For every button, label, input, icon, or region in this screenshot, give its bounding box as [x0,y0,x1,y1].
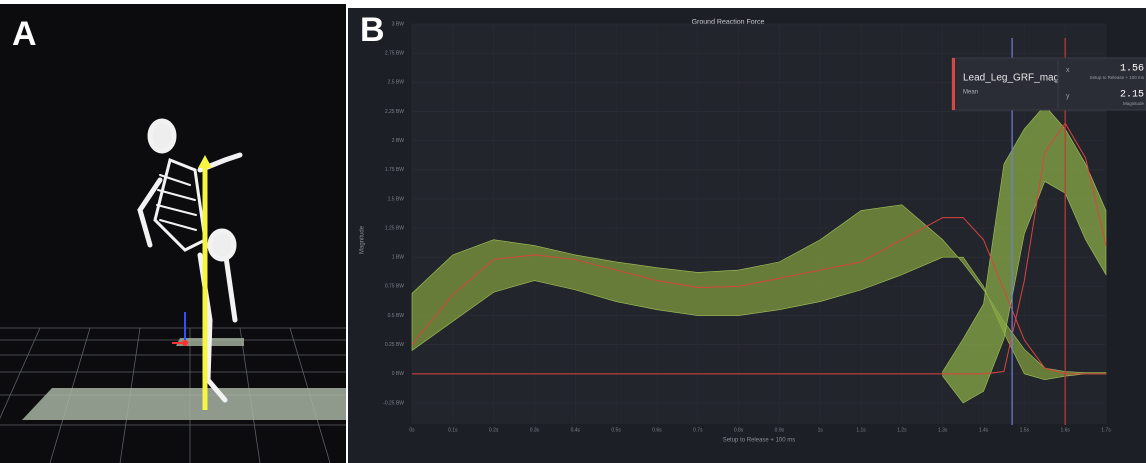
chart-title: Ground Reaction Force [692,19,765,26]
x-tick-label: 0.8s [734,427,744,433]
x-axis-label: Setup to Release + 100 ms [723,438,796,444]
panel-label: A [12,15,37,53]
y-tick-label: 2.25 BW [385,109,404,115]
x-tick-label: 0.1s [448,427,458,433]
y-tick-label: 0.75 BW [385,284,404,290]
y-tick-label: 3 BW [392,21,405,27]
panel-label: B [360,11,385,49]
panel-a-bg [0,4,346,463]
y-tick-label: 2.5 BW [388,80,405,86]
x-tick-label: 1.7s [1101,427,1111,433]
x-tick-label: 0.9s [775,427,785,433]
y-tick-label: 0.5 BW [388,313,405,319]
x-tick-label: 1.2s [897,427,907,433]
tooltip-x-name: x [1066,67,1070,74]
tooltip-x-unit: Setup to Release + 100 ms [1090,75,1145,80]
x-tick-label: 0.7s [693,427,703,433]
tooltip-y: 2.15 [1120,90,1144,101]
y-tick-label: 0 BW [392,371,405,377]
plot: -0.25 BW 0 BW 0.25 BW 0.5 BW 0.75 BW 1 BW 1.25… [383,21,1111,433]
y-tick-label: 1 BW [392,255,405,261]
tooltip-y-unit: Magnitude [1123,101,1145,106]
tooltip-series: Lead_Leg_GRF_mag [963,73,1059,84]
y-tick-label: 1.5 BW [388,196,405,202]
x-tick-label: 0.5s [611,427,621,433]
x-tick-label: 1s [818,427,824,433]
x-tick-label: 0.6s [652,427,662,433]
x-tick-label: 1.6s [1060,427,1070,433]
x-tick-label: 0.3s [530,427,540,433]
y-tick-label: 1.25 BW [385,225,404,231]
x-tick-label: 1.4s [979,427,989,433]
tooltip-box [951,57,1146,111]
tooltip: Lead_Leg_GRF_mag Mean x 1.56 Setup to Re… [951,57,1146,111]
tooltip-y-name: y [1066,93,1070,100]
y-tick-label: 0.25 BW [385,342,404,348]
origin [182,340,188,346]
force-arrow [198,155,212,168]
x-tick-label: 0.2s [489,427,499,433]
tooltip-swatch [952,58,955,110]
x-tick-label: 1.5s [1020,427,1030,433]
x-tick-label: 1.1s [856,427,866,433]
mean-line [411,217,1106,375]
y-axis-label: Magnitude [360,225,366,254]
tooltip-x: 1.56 [1120,64,1144,75]
y-tick-label: 2.75 BW [385,50,404,56]
force-plate [22,388,346,420]
x-tick-label: 1.3s [938,427,948,433]
y-tick-label: -0.25 BW [383,400,404,406]
y-tick-label: 2 BW [392,138,405,144]
y-tick-label: 1.75 BW [385,167,404,173]
x-tick-label: 0.4s [571,427,581,433]
tooltip-stat: Mean [963,90,978,96]
mean-line [412,122,1107,375]
x-tick-label: 0s [409,427,415,433]
